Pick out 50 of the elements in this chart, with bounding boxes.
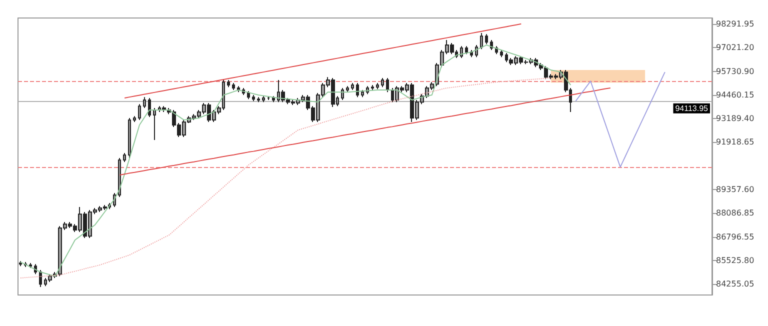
candlestick <box>252 94 255 102</box>
y-tick-label: 86796.55 <box>716 232 754 242</box>
y-tick-label: 89357.60 <box>716 185 754 194</box>
candlestick <box>386 77 389 93</box>
candlestick <box>272 96 275 103</box>
candlestick <box>133 116 136 123</box>
candlestick <box>153 107 156 141</box>
line-series <box>20 44 572 277</box>
candlestick <box>247 90 250 100</box>
y-tick-label: 95730.90 <box>716 66 754 76</box>
candlestick <box>361 90 364 98</box>
candlestick <box>376 82 379 90</box>
candlestick <box>341 87 344 101</box>
candlestick <box>227 80 230 88</box>
candlestick <box>128 117 131 158</box>
line-series <box>124 23 522 98</box>
candlestick <box>480 32 483 50</box>
candlestick <box>29 262 32 268</box>
candlestick <box>138 104 141 121</box>
candlestick <box>232 82 235 91</box>
candlestick <box>351 82 354 91</box>
line-series <box>20 77 552 278</box>
candlestick <box>123 152 126 163</box>
candlestick <box>39 270 42 288</box>
ref-line-label: 94113.95 <box>675 104 709 113</box>
candlestick <box>118 157 121 198</box>
candlestick <box>485 34 488 45</box>
candlestick <box>346 86 349 93</box>
candlestick <box>500 50 503 58</box>
y-tick-label: 88086.85 <box>716 208 754 218</box>
candlestick <box>356 82 359 98</box>
candlestick <box>148 97 151 118</box>
y-tick-label: 84255.05 <box>716 279 754 288</box>
candlestick <box>470 50 473 58</box>
candlestick <box>262 96 265 103</box>
line-series <box>119 87 611 176</box>
y-tick-label: 98291.95 <box>716 20 754 29</box>
candlestick <box>465 46 468 55</box>
line-series <box>575 72 666 168</box>
candlestick <box>237 86 240 93</box>
y-tick-label: 91918.65 <box>716 138 754 147</box>
candlestick <box>371 84 374 91</box>
candlestick <box>19 260 22 267</box>
y-tick-label: 97021.20 <box>716 43 754 52</box>
candlestick <box>257 96 260 103</box>
y-tick-label: 85525.80 <box>716 256 754 265</box>
y-tick-label: 94460.15 <box>716 90 754 100</box>
y-tick-label: 93189.40 <box>716 114 754 124</box>
candlestick <box>381 77 384 88</box>
candlestick <box>143 96 146 108</box>
